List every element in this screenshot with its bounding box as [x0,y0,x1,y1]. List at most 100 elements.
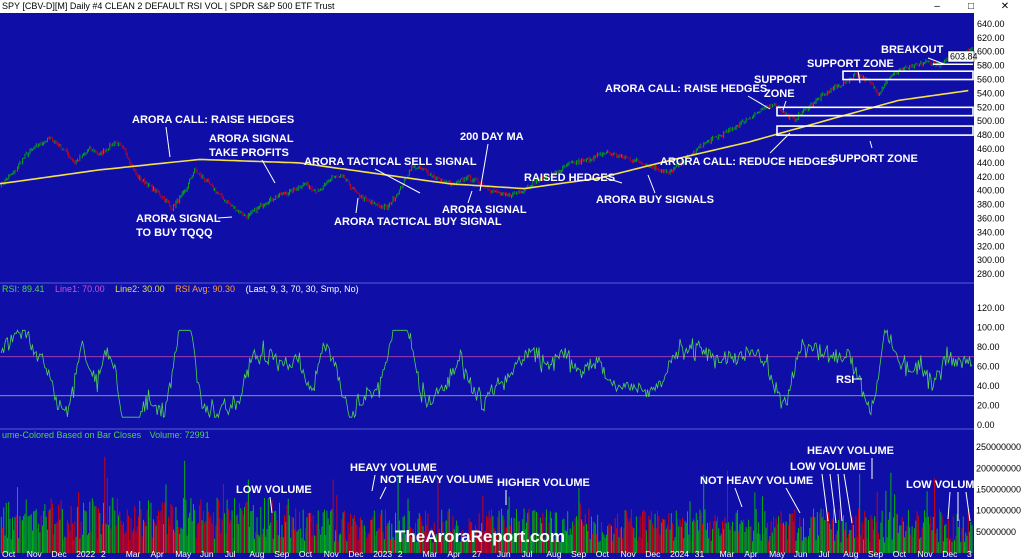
ann-low-volume-3: LOW VOLUME [906,479,982,491]
ann-arrow [269,496,273,514]
time-axis-label: Aug [546,549,561,559]
time-axis-label: Jul [819,549,830,559]
ann-arrow [261,159,276,184]
time-axis-label: Aug [843,549,858,559]
price-tick-label: 440.00 [977,158,1005,168]
ann-heavy-volume-2: HEAVY VOLUME [807,445,894,457]
price-tick-label: 600.00 [977,47,1005,57]
volume-legend-value: Volume: 72991 [150,430,210,440]
ann-support-zone-2: SUPPORT ZONE [807,58,894,70]
ann-arrow [217,216,233,219]
time-axis-label: Sep [868,549,883,559]
price-tick-label: 640.00 [977,19,1005,29]
ann-arrow [467,190,473,204]
time-axis-label: Dec [52,549,68,559]
ann-arrow [837,473,843,522]
time-axis-label: Mar [720,549,735,559]
time-axis-label: Jun [497,549,511,559]
time-axis-label: Jul [522,549,533,559]
rsi-tick-label: 80.00 [977,342,1000,352]
ann-arrow [843,473,853,524]
ann-rsi: RSI [836,374,854,386]
time-axis-label: Oct [299,549,313,559]
price-axis-ticks: 280.00 300.00 320.00 340.00 360.00 380.00 400.… [977,19,1005,279]
ann-not-heavy-volume-1: NOT HEAVY VOLUME [380,474,493,486]
volume-tick-label: 50000000 [976,527,1016,537]
ann-raise-hedges-2: ARORA CALL: RAISE HEDGES [605,83,767,95]
ann-arrow [829,473,837,524]
support-zone-box [842,70,974,81]
ann-arrow [782,100,787,111]
price-tick-label: 360.00 [977,213,1005,223]
time-axis-label: 27 [472,549,482,559]
minimize-button[interactable]: – [934,1,940,12]
time-axis-label: Nov [918,549,934,559]
price-tick-label: 520.00 [977,102,1005,112]
time-axis-label: May [175,549,192,559]
time-axis-label: 2023 [373,549,392,559]
time-axis-labels: Oct Nov Dec 2022 2 Mar Apr May Jun Jul Aug Sep Oct No… [2,549,972,559]
rsi-legend-params: (Last, 9, 3, 70, 30, Smp, No) [246,284,359,294]
maximize-button[interactable]: □ [967,1,975,12]
volume-tick-label: 100000000 [976,506,1021,516]
ann-arora-signal: ARORA SIGNAL [442,204,527,216]
rsi-tick-label: 120.00 [977,303,1005,313]
support-zone-boxes [776,63,974,136]
time-axis-label: 2 [398,549,403,559]
time-axis-label: Oct [2,549,16,559]
price-tick-label: 420.00 [977,172,1005,182]
price-tick-label: 320.00 [977,241,1005,251]
time-axis-label: Mar [126,549,141,559]
ann-arrow [165,126,171,158]
ann-breakout: BREAKOUT [881,44,944,56]
ann-arrow [821,473,829,522]
ann-arrow [785,487,801,514]
ann-arrow [947,491,951,520]
close-button[interactable]: ✕ [1000,1,1010,12]
window-titlebar: SPY [CBV-D][M] Daily #4 CLEAN 2 DEFAULT … [0,0,1024,13]
ann-arrow [374,168,421,194]
last-price-label: 603.84 [950,52,978,62]
ann-higher-volume: HIGHER VOLUME [497,477,590,489]
ann-arrow [479,143,489,192]
time-axis-label: Apr [447,549,460,559]
price-tick-label: 460.00 [977,144,1005,154]
chart-area[interactable]: 280.00300.00320.00340.00360.00380.00400.… [0,13,1024,559]
time-axis-label: Oct [893,549,907,559]
time-axis-label: Jun [794,549,808,559]
volume-tick-label: 150000000 [976,485,1021,495]
time-axis-label: 2 [101,549,106,559]
rsi-tick-label: 0.00 [977,420,995,430]
watermark: TheAroraReport.com [395,527,566,546]
ann-arrow [605,177,623,184]
ann-reduce-hedges: ARORA CALL: REDUCE HEDGES [660,156,835,168]
time-axis-label: May [769,549,786,559]
price-tick-label: 580.00 [977,61,1005,71]
time-axis-label: Apr [151,549,164,559]
ann-arrow [734,487,743,508]
price-annotations: ARORA CALL: RAISE HEDGES ARORA SIGNAL TA… [132,44,945,239]
time-axis-label: Sep [571,549,586,559]
price-axis-strip [974,13,1024,559]
time-axis-label: Nov [27,549,43,559]
ann-arrow [747,95,771,110]
price-tick-label: 380.00 [977,200,1005,210]
ann-arrow [355,197,359,214]
price-tick-label: 540.00 [977,88,1005,98]
rsi-legend-line1: Line1: 70.00 [55,284,105,294]
time-axis-label: Dec [942,549,958,559]
rsi-axis-ticks: 0.00 20.00 40.00 60.00 80.00 100.00 120.00 [977,303,1005,430]
time-axis-label: 3 [967,549,972,559]
volume-annotations: LOW VOLUME HEAVY VOLUME NOT HEAVY VOLUME… [236,445,982,524]
price-tick-label: 400.00 [977,186,1005,196]
price-tick-label: 620.00 [977,33,1005,43]
time-axis-label: Jul [225,549,236,559]
ann-arrow [927,57,945,65]
ann-tactical-buy: ARORA TACTICAL BUY SIGNAL [334,216,502,228]
time-axis-label: Sep [274,549,289,559]
price-tick-label: 560.00 [977,75,1005,85]
ann-arrow [857,70,861,84]
price-tick-label: 340.00 [977,227,1005,237]
time-axis-label: Oct [596,549,610,559]
ann-arrow [371,474,376,492]
